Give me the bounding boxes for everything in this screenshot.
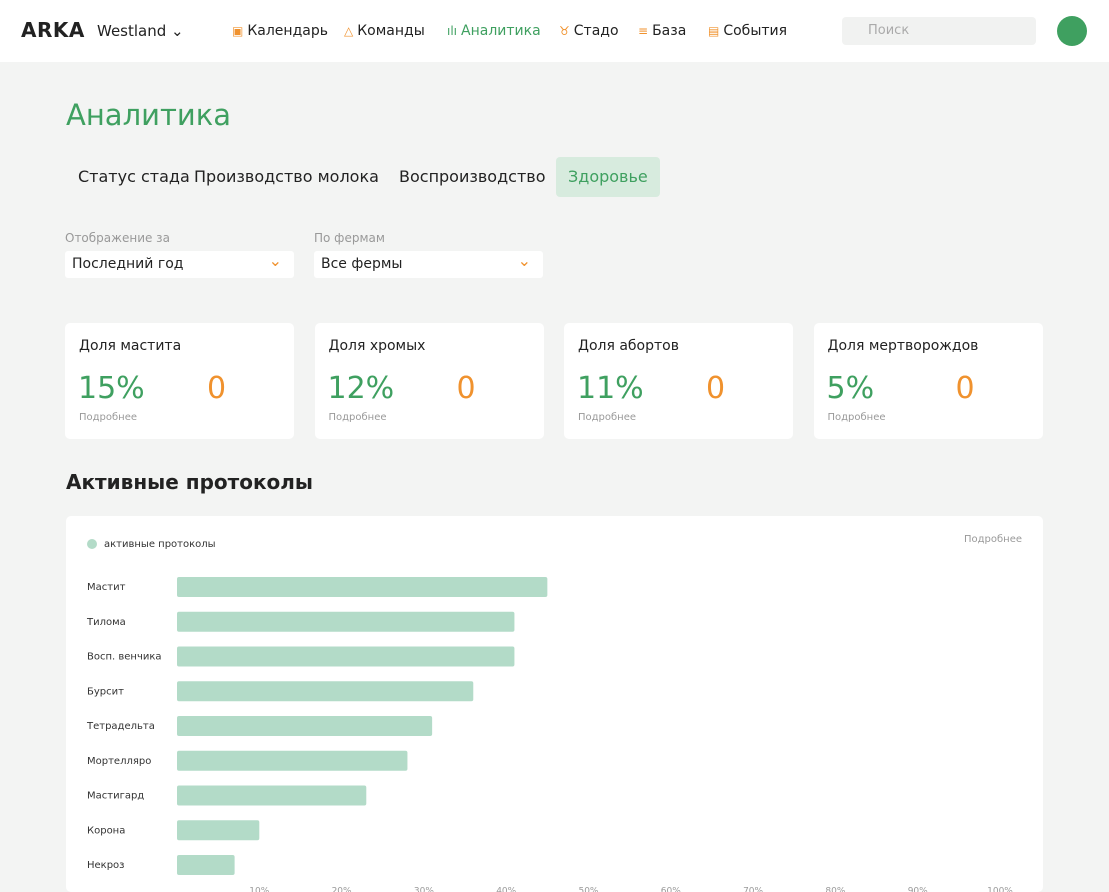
- y-tick-label: Бурсит: [87, 686, 124, 697]
- card-title: Доля хромых: [328, 338, 426, 354]
- card-title: Доля мастита: [79, 338, 182, 354]
- y-tick-label: Мастит: [87, 582, 126, 593]
- tab[interactable]: Воспроизводство: [399, 167, 546, 186]
- card-count: 0: [955, 371, 975, 406]
- bar: [177, 646, 515, 667]
- card-count: 0: [207, 371, 227, 406]
- x-tick-label: 60%: [661, 887, 681, 892]
- nav-item[interactable]: ılı Аналитика: [447, 23, 541, 39]
- card-count: 0: [456, 371, 476, 406]
- bar: [177, 785, 367, 806]
- page-title: Аналитика: [66, 98, 231, 132]
- farm-name[interactable]: Westland: [97, 22, 167, 40]
- x-tick-label: 20%: [332, 887, 352, 892]
- nav-item[interactable]: ▤ События: [708, 23, 788, 39]
- x-tick-label: 40%: [496, 887, 516, 892]
- chart: активные протоколы Мастит Тилома Восп. венч…: [86, 539, 1013, 892]
- y-tick-label: Тетрадельта: [86, 721, 155, 732]
- logo[interactable]: ARKA: [21, 18, 85, 42]
- y-tick-label: Мортелляро: [87, 756, 151, 767]
- tab[interactable]: Производство молока: [194, 167, 379, 186]
- card-value: 11%: [577, 371, 644, 406]
- bar: [177, 681, 474, 702]
- nav-label[interactable]: Стадо: [573, 23, 619, 39]
- nav-label[interactable]: Аналитика: [461, 23, 541, 39]
- nav-item[interactable]: ♉ Стадо: [559, 23, 619, 39]
- avatar[interactable]: [1057, 16, 1087, 46]
- stat-card: Доля мастита 15% 0 Подробнее: [65, 323, 294, 439]
- y-tick-label: Мастигард: [87, 791, 144, 802]
- x-tick-label: 50%: [578, 887, 598, 892]
- search-placeholder: Поиск: [868, 23, 910, 38]
- chart-link[interactable]: Подробнее: [963, 534, 1022, 545]
- nav-item[interactable]: ≡ База: [638, 23, 687, 39]
- nav-label[interactable]: События: [723, 23, 788, 39]
- card-count: 0: [706, 371, 726, 406]
- nav-item[interactable]: ▣ Календарь: [232, 23, 328, 39]
- x-tick-label: 30%: [414, 887, 434, 892]
- tab[interactable]: Статус стада: [78, 167, 190, 186]
- chart-card: активные протоколы Мастит Тилома Восп. венч…: [66, 516, 1043, 892]
- nav-item[interactable]: △ Команды: [344, 23, 425, 39]
- top-bar: ARKA Westland ⌄ Поиск ▣ Календарь △ Команды…: [0, 0, 1109, 62]
- tab[interactable]: Здоровье: [556, 157, 660, 197]
- y-tick-label: Тилома: [86, 617, 126, 628]
- x-tick-label: 70%: [743, 887, 763, 892]
- filter-label: По фермам: [314, 231, 385, 245]
- nav-label[interactable]: База: [652, 23, 687, 39]
- card-link[interactable]: Подробнее: [827, 412, 886, 423]
- bar: [177, 577, 548, 597]
- card-link[interactable]: Подробнее: [328, 412, 387, 423]
- bar: [177, 750, 408, 771]
- card-value: 12%: [327, 371, 395, 406]
- stat-card: Доля мертворождов 5% 0 Подробнее: [813, 323, 1043, 439]
- legend-marker: [87, 539, 97, 549]
- x-tick-label: 90%: [908, 887, 928, 892]
- nav-label[interactable]: Календарь: [247, 23, 328, 39]
- y-tick-label: Корона: [87, 825, 125, 836]
- stat-card: Доля абортов 11% 0 Подробнее: [564, 323, 793, 439]
- filter-select[interactable]: Все фермы ⌄: [314, 251, 543, 278]
- filter-select[interactable]: Последний год ⌄: [65, 251, 294, 278]
- card-title: Доля абортов: [578, 338, 679, 354]
- section-title: Активные протоколы: [66, 470, 314, 494]
- nav-label[interactable]: Команды: [357, 23, 425, 39]
- x-tick-label: 100%: [987, 887, 1013, 892]
- legend-label: активные протоколы: [104, 539, 216, 550]
- bar: [177, 716, 433, 736]
- x-tick-label: 80%: [825, 887, 845, 892]
- bar: [177, 611, 515, 632]
- filter-label: Отображение за: [65, 231, 170, 245]
- card-link[interactable]: Подробнее: [79, 412, 138, 423]
- card-title: Доля мертворождов: [827, 338, 979, 354]
- bar: [177, 855, 235, 875]
- farm-select[interactable]: Westland ⌄: [97, 22, 184, 40]
- search-box[interactable]: Поиск: [842, 17, 1036, 45]
- card-value: 5%: [826, 371, 875, 406]
- y-tick-label: Некроз: [87, 860, 125, 871]
- stat-card: Доля хромых 12% 0 Подробнее: [314, 323, 544, 439]
- x-tick-label: 10%: [249, 887, 269, 892]
- y-tick-label: Восп. венчика: [87, 652, 162, 663]
- card-link[interactable]: Подробнее: [578, 412, 637, 423]
- card-value: 15%: [78, 371, 145, 406]
- bar: [177, 820, 260, 841]
